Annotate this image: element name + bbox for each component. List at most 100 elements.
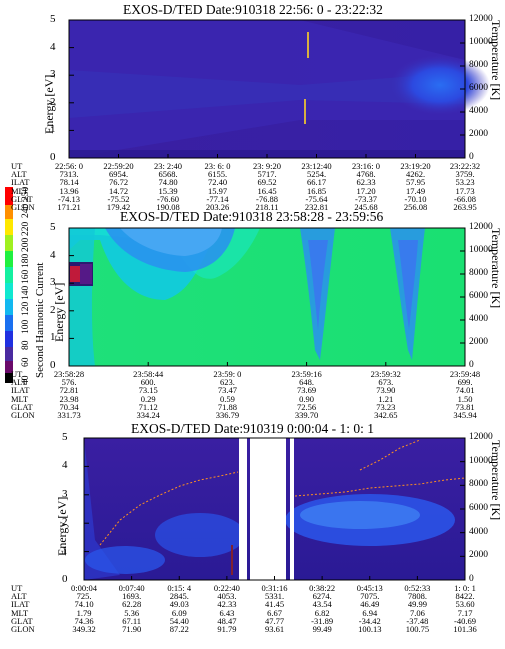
orbit-cell: 6.67 (267, 607, 282, 618)
orbit-cell: 1.79 (76, 607, 92, 618)
y2-tick-label: 10000 (469, 37, 493, 47)
orbit-cell: 73.15 (138, 385, 158, 396)
orbit-row-label: GLON (11, 202, 35, 212)
panel1-band (69, 70, 465, 118)
orbit-cell: 6274. (312, 591, 332, 602)
orbit-row-label: GLAT (11, 615, 33, 626)
orbit-cell: 42.33 (217, 599, 237, 610)
orbit-cell: 73.81 (455, 401, 475, 412)
panel3-title: EXOS-D/TED Date:910319 0:00:04 - 1: 0: 1 (131, 421, 374, 436)
orbit-cell: 576. (61, 377, 77, 388)
y2-tick-label: 8000 (469, 268, 488, 278)
orbit-cell: 15.97 (207, 185, 228, 196)
orbit-cell: 256.08 (403, 202, 428, 212)
orbit-cell: 71.12 (138, 401, 158, 412)
orbit-cell: 339.70 (294, 410, 319, 420)
orbit-cell: 49.03 (169, 599, 189, 610)
y2-tick-label: 2000 (469, 129, 488, 139)
y-tick-label: 4 (50, 40, 56, 53)
panel2-lightblue-v (120, 228, 222, 256)
panel3-trace-right (294, 477, 466, 497)
orbit-cell: 41.45 (264, 599, 285, 610)
orbit-row-label: GLAT (11, 193, 33, 204)
orbit-cell: 73.90 (376, 385, 396, 396)
orbit-cell: -66.08 (454, 193, 476, 204)
orbit-row-label: GLAT (11, 401, 33, 412)
orbit-cell: 23: 6: 0 (204, 161, 231, 171)
orbit-cell: 91.79 (217, 624, 237, 634)
orbit-cell: 190.08 (156, 202, 180, 212)
colorbar-tick: 60 (21, 357, 31, 368)
orbit-cell: 23:59: 0 (213, 369, 242, 379)
orbit-row-label: UT (11, 369, 23, 379)
orbit-cell: 74.80 (158, 177, 178, 188)
orbit-cell: 23:58:28 (53, 369, 85, 379)
orbit-cell: 171.21 (57, 202, 81, 212)
orbit-cell: 6.43 (219, 607, 235, 618)
orbit-cell: 342.65 (374, 410, 398, 420)
colorbar-seg (5, 315, 13, 331)
orbit-cell: 0.59 (219, 393, 235, 404)
orbit-cell: -34.42 (358, 615, 381, 626)
orbit-cell: 6568. (158, 169, 178, 180)
orbit-cell: 0:52:33 (404, 583, 431, 593)
y-tick-label: 3 (62, 487, 68, 500)
orbit-cell: -31.89 (311, 615, 334, 626)
orbit-cell: 0:07:40 (118, 583, 145, 593)
panel3-left-fan (84, 438, 120, 580)
colorbar-seg (5, 299, 13, 315)
y2-tick-label: 6000 (469, 291, 488, 301)
colorbar-seg (5, 187, 13, 205)
panel2-left-strip (69, 228, 95, 366)
orbit-cell: 0:22:40 (213, 583, 240, 593)
orbit-cell: 73.47 (217, 385, 237, 396)
y-tick-label: 1 (50, 123, 56, 136)
orbit-cell: 62.28 (122, 599, 142, 610)
y2-tick-label: 4000 (469, 106, 488, 116)
panel1-plot (68, 19, 490, 159)
orbit-cell: 331.73 (57, 410, 81, 420)
orbit-cell: 22:59:20 (103, 161, 134, 171)
orbit-cell: 16.45 (257, 185, 277, 196)
y-tick-label: 5 (50, 221, 56, 233)
panel3-gap-2 (250, 438, 286, 580)
orbit-cell: -76.88 (256, 193, 278, 204)
colorbar-tick: 140 (21, 285, 31, 300)
orbit-cell: 673. (378, 377, 394, 388)
orbit-cell: 0:31:16 (261, 583, 288, 593)
colorbar-seg (5, 219, 13, 235)
y-tick-label: 4 (62, 459, 68, 472)
orbit-cell: 6.94 (362, 607, 378, 618)
orbit-cell: -77.14 (206, 193, 229, 204)
orbit-cell: 74.36 (74, 615, 94, 626)
panel3-blob-right-core (300, 501, 420, 529)
orbit-cell: -73.37 (355, 193, 377, 204)
orbit-cell: 100.13 (358, 624, 382, 634)
y-tick-label: 2 (62, 516, 68, 529)
orbit-cell: 203.26 (205, 202, 230, 212)
y-tick-label: 1 (62, 544, 68, 557)
colorbar-tick: 100 (21, 319, 31, 334)
orbit-cell: 47.77 (264, 615, 285, 626)
orbit-cell: 93.61 (264, 624, 285, 634)
orbit-row-label: MLT (11, 393, 29, 404)
orbit-cell: 0:38:22 (309, 583, 336, 593)
orbit-cell: 71.90 (122, 624, 142, 634)
orbit-cell: 54.40 (169, 615, 189, 626)
orbit-cell: 78.14 (59, 177, 79, 188)
orbit-cell: 70.34 (59, 401, 79, 412)
orbit-cell: 2845. (169, 591, 189, 602)
orbit-cell: 43.54 (312, 599, 332, 610)
panel2-title: EXOS-D/TED Date:910318 23:58:28 - 23:59:… (120, 209, 384, 224)
colorbar-seg (5, 347, 13, 361)
orbit-row-label: MLT (11, 185, 29, 196)
orbit-row-label: MLT (11, 607, 29, 618)
orbit-cell: -37.48 (406, 615, 429, 626)
orbit-row-label: UT (11, 161, 23, 171)
orbit-cell: 53.23 (455, 177, 475, 188)
orbit-row-label: ALT (11, 377, 27, 388)
y-tick-label: 2 (50, 303, 56, 316)
orbit-cell: 623. (219, 377, 235, 388)
orbit-cell: 3759. (455, 169, 475, 180)
orbit-cell: 17.20 (356, 185, 376, 196)
